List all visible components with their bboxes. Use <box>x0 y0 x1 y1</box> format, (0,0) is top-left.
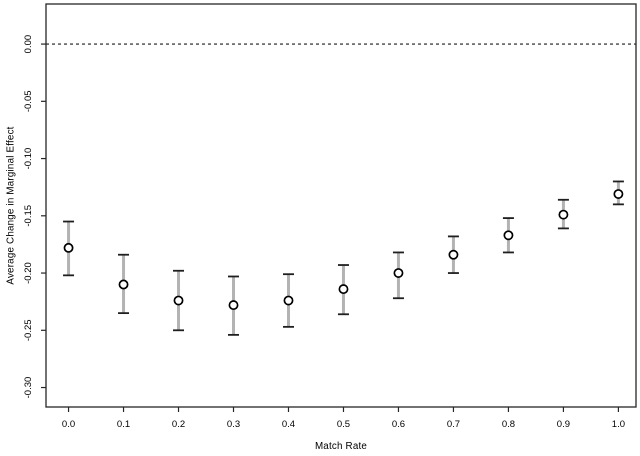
x-tick-label: 0.9 <box>557 419 570 430</box>
x-tick-label: 0.3 <box>227 419 240 430</box>
y-tick-label: -0.10 <box>23 148 34 170</box>
x-tick-label: 0.7 <box>447 419 460 430</box>
x-tick-label: 0.1 <box>117 419 130 430</box>
x-tick-label: 0.5 <box>337 419 350 430</box>
data-point <box>283 295 294 306</box>
data-point <box>118 279 129 290</box>
y-tick-label: -0.25 <box>23 319 34 341</box>
data-point <box>228 300 239 311</box>
data-point <box>173 295 184 306</box>
data-point <box>338 284 349 295</box>
y-tick-label: -0.20 <box>23 262 34 284</box>
y-axis-title: Average Change in Marginal Effect <box>5 126 17 285</box>
y-tick-label: -0.15 <box>23 205 34 227</box>
data-point <box>393 268 404 278</box>
y-axis-title-container: Average Change in Marginal Effect <box>2 0 20 411</box>
data-point <box>63 242 74 253</box>
x-tick-label: 0.8 <box>502 419 515 430</box>
y-tick-label: 0.00 <box>23 35 34 54</box>
x-tick-label: 0.6 <box>392 419 405 430</box>
x-tick-label: 0.0 <box>62 419 75 430</box>
data-point <box>558 209 569 220</box>
x-tick-label: 1.0 <box>612 419 625 430</box>
x-tick-label: 0.2 <box>172 419 185 430</box>
data-point <box>448 249 459 260</box>
x-tick-label: 0.4 <box>282 419 295 430</box>
plot-box <box>45 3 637 408</box>
y-tick-label: -0.30 <box>23 377 34 399</box>
y-tick-label: -0.05 <box>23 90 34 112</box>
data-point <box>503 230 514 241</box>
x-axis-title: Match Rate <box>314 441 368 452</box>
data-point <box>613 189 624 200</box>
